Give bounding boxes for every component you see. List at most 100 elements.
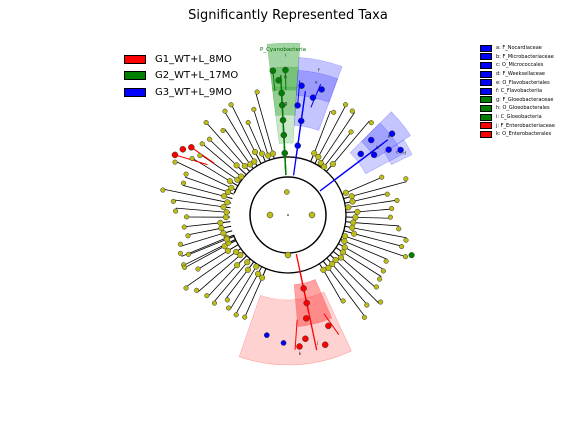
tree-branch [213,261,248,303]
tree-node [233,162,240,169]
tree-branch [313,110,331,154]
root-node [308,211,316,219]
sector-labels: P_Cyanobacteria i h g f e a b c d k j [260,47,406,357]
tree-node [337,254,345,261]
tree-branch [335,259,380,304]
tree-node [258,150,266,157]
taxa-legend-item: c: O_Micrococcales [480,61,555,70]
tree-branch [205,122,246,167]
leaf-node [251,106,257,112]
blue-node [294,142,301,149]
tree-branch [357,208,392,213]
leaf-node [233,312,239,318]
tree-node [329,160,336,168]
tree-branch [183,242,229,266]
tree-node [224,247,231,254]
leaf-node [361,314,367,320]
tree-branch [340,257,377,288]
tree-node [311,150,318,157]
tree-branch [253,109,269,156]
blue-node [297,117,305,125]
legend-swatch-g2 [124,71,146,81]
legend-label-g2: G2_WT+L_17MO [155,70,239,82]
tree-branch [351,181,407,197]
red-branch [299,271,318,351]
leaf-node [211,300,218,306]
leaf-node [182,264,188,270]
leaf-node [389,205,395,212]
tree-branch [344,240,388,260]
tree-node [253,263,260,270]
red-node [303,299,310,307]
leaf-node [170,198,176,204]
leaf-node [180,180,187,186]
tree-node [342,233,349,240]
leaf-node [349,108,355,114]
taxa-swatch [480,70,492,78]
tree-branch [231,104,256,153]
tree-branch [331,263,368,305]
tree-branch [184,245,225,269]
tree-node [237,251,244,259]
red-node [188,144,195,151]
taxa-swatch [480,44,492,52]
leaf-node [377,276,383,282]
taxa-legend: a: F_Nocardiaceae b: F_Microbacteriaceae… [480,44,555,139]
tree-node [350,230,358,237]
tree-branch [244,277,263,318]
tree-node [329,260,336,268]
leaf-node [394,197,400,203]
sector-letter-b: b [376,145,379,151]
tree-node [244,259,251,266]
legend-swatch-g3 [124,87,146,97]
tree-branch [182,185,225,197]
leaf-node [199,141,205,147]
taxa-legend-item: k: O_Enterobacterales [480,130,555,139]
green-node [275,77,282,84]
taxa-legend-item: d: F_Weeksellaceae [480,70,555,79]
tree-branch [184,222,221,228]
blue-node [357,150,365,158]
legend-item-g2: G2_WT+L_17MO [124,68,238,85]
taxa-swatch [480,79,492,87]
tree-node [228,184,235,191]
tree-branch [197,254,241,293]
taxa-legend-item: e: O_Flavobacteriales [480,78,555,87]
center-point [287,214,289,216]
leaf-node [189,155,195,162]
taxa-label: c: O_Micrococcales [496,62,544,69]
tree-node [221,193,228,200]
tree-node [342,189,349,196]
leaf-node [177,241,183,247]
tree-node [332,256,339,264]
leaf-node [331,109,337,115]
leaf-node [245,119,251,126]
red-node [321,341,329,349]
legend-swatch-g1 [124,54,146,64]
tree-node [321,163,328,170]
tree-node [218,225,225,232]
leaf-node [364,302,370,308]
sector-letter-h: h [284,75,287,81]
red-branch [323,313,340,335]
taxa-swatch [480,130,492,138]
leaf-node [242,314,248,320]
leaf-node [204,293,210,299]
chart-title: Significantly Represented Taxa [188,8,388,23]
tree-node [345,204,352,211]
green-node [278,89,285,97]
root-node [266,211,274,219]
taxa-label: i: C_Gloeobacteria [496,114,542,121]
tree-branch [197,250,229,270]
middle-ring [232,156,347,274]
tree-node [224,199,231,206]
blue-node [298,82,305,89]
leaf-node [226,305,232,311]
tree-node [220,230,227,237]
tree-node [269,150,276,157]
tree-node [223,209,230,216]
taxa-legend-item: b: F_Microbacteriaceae [480,53,555,62]
tree-branch [328,267,366,318]
sector-letter-e: e [315,80,318,85]
